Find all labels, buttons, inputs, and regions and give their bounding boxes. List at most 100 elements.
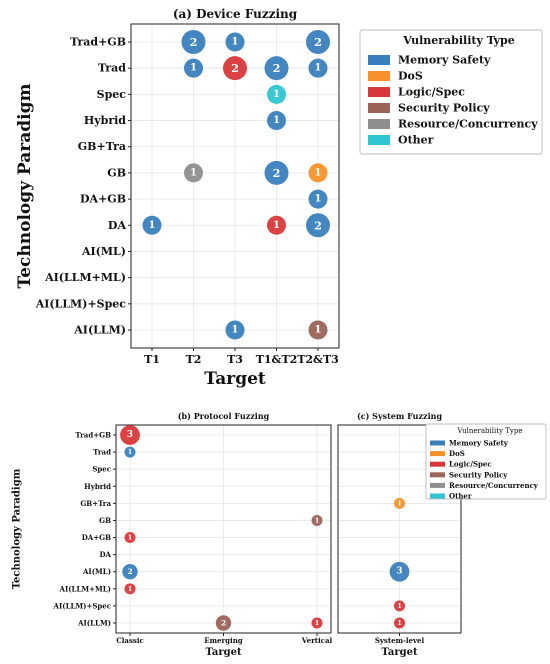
chart-title: (b) Protocol Fuzzing: [178, 411, 270, 421]
legend-swatch: [368, 119, 390, 129]
bubble-count: 1: [315, 619, 320, 627]
bubble: [308, 58, 328, 78]
y-tick-label: GB+Tra: [80, 499, 111, 508]
legend-item-label: Resource/Concurrency: [449, 481, 539, 490]
x-tick-label: T1: [144, 353, 160, 366]
legend-swatch: [368, 87, 390, 97]
y-axis-label: Technology Paradigm: [12, 468, 23, 589]
x-axis-label: Target: [205, 647, 242, 658]
bubble-count: 1: [273, 115, 280, 126]
bubble-count: 2: [127, 567, 132, 576]
legend-device: Vulnerability Type Memory Safety DoS Logic/…: [359, 29, 543, 155]
legend-frame: [359, 29, 543, 155]
legend-item-label: Memory Safety: [449, 439, 509, 448]
y-tick-label: GB: [99, 516, 111, 525]
bubble-count: 1: [232, 325, 239, 336]
bubble: [267, 111, 286, 131]
y-tick-label: DA: [99, 550, 111, 559]
panel-2: (c) System Fuzzing System-level Target 1 3 1 1: [337, 411, 462, 658]
x-tick-label: T3: [227, 353, 243, 366]
legend-swatch: [368, 71, 390, 81]
bubble: [311, 514, 323, 526]
y-tick-label: DA+GB: [80, 193, 126, 206]
bubble: [122, 564, 138, 580]
y-tick-label: Trad+GB: [75, 431, 111, 440]
y-tick-label: AI(ML): [82, 567, 111, 576]
legend-swatch: [430, 472, 445, 478]
y-tick-label: Trad: [98, 62, 126, 75]
bubble: [264, 160, 289, 185]
panel-1: (b) Protocol Fuzzing Classic Emerging Verti…: [12, 411, 333, 658]
legend-title: Vulnerability Type: [402, 34, 515, 47]
y-tick-label: GB+Tra: [78, 140, 126, 153]
bubble: [124, 583, 136, 595]
x-tick-label: Vertical: [301, 636, 333, 645]
bubble: [264, 56, 289, 81]
legend-frame: [425, 423, 547, 500]
y-tick-label: DA+GB: [82, 533, 111, 542]
bubble: [223, 56, 247, 81]
y-axis-label: Technology Paradigm: [15, 84, 35, 289]
bubble-count: 2: [231, 61, 239, 75]
bubble-count: 1: [397, 619, 402, 627]
chart-title: (c) System Fuzzing: [357, 411, 442, 421]
legend-item-label: Security Policy: [398, 102, 490, 115]
y-tick-label: AI(LLM): [77, 619, 111, 628]
bubble-count: 2: [190, 35, 198, 49]
y-tick-label: AI(LLM+ML): [59, 584, 111, 593]
legend-item-label: Logic/Spec: [398, 86, 465, 99]
y-tick-label: Spec: [97, 88, 127, 101]
bubble: [389, 561, 410, 582]
bubble: [306, 30, 330, 54]
bubble-count: 2: [221, 619, 226, 628]
bubble-count: 1: [128, 448, 133, 456]
bubble: [394, 617, 405, 629]
bubble-count: 2: [314, 218, 322, 232]
bubble-count: 1: [315, 516, 320, 524]
bubble-count: 1: [128, 534, 133, 542]
bubble: [267, 84, 286, 104]
bubble: [184, 58, 203, 78]
x-tick-label: T2: [186, 353, 202, 366]
y-tick-label: Hybrid: [84, 114, 126, 127]
legend-item-label: DoS: [398, 70, 423, 83]
x-tick-label: T1&T2: [256, 353, 298, 366]
bubble: [308, 320, 328, 340]
x-tick-label: Classic: [116, 636, 144, 645]
bubble: [184, 163, 203, 183]
legend-swatch: [368, 135, 390, 145]
bubble-count: 1: [128, 585, 133, 593]
legend-item-label: Resource/Concurrency: [398, 118, 538, 131]
x-axis-label: Target: [204, 369, 266, 389]
bubble: [311, 617, 323, 629]
bubble-count: 2: [273, 166, 281, 180]
bubble: [308, 189, 328, 209]
y-tick-label: Hybrid: [84, 482, 111, 491]
x-tick-label: Emerging: [204, 636, 243, 645]
y-tick-label: Trad+GB: [70, 36, 126, 49]
legend-swatch: [430, 493, 445, 499]
bubble: [124, 532, 136, 544]
legend-item-label: Security Policy: [449, 470, 508, 479]
bubble: [120, 425, 140, 445]
bubble-count: 1: [315, 63, 322, 74]
legend-item-label: Other: [449, 492, 472, 501]
legend-swatch: [430, 451, 445, 457]
y-tick-label: AI(LLM)+Spec: [35, 297, 127, 310]
bubble-count: 1: [315, 167, 322, 178]
legend-item-label: DoS: [449, 449, 465, 458]
chart-title: (a) Device Fuzzing: [173, 7, 298, 21]
bubble: [394, 497, 405, 509]
bubble-count: 2: [314, 35, 322, 49]
bubble-count: 1: [315, 325, 322, 336]
y-tick-label: Spec: [92, 465, 111, 474]
bubble: [142, 215, 162, 235]
y-tick-label: DA: [108, 219, 127, 232]
y-tick-label: AI(ML): [81, 245, 126, 258]
y-tick-label: AI(LLM)+Spec: [53, 601, 111, 610]
bubble: [215, 615, 232, 631]
bubble: [306, 213, 330, 238]
